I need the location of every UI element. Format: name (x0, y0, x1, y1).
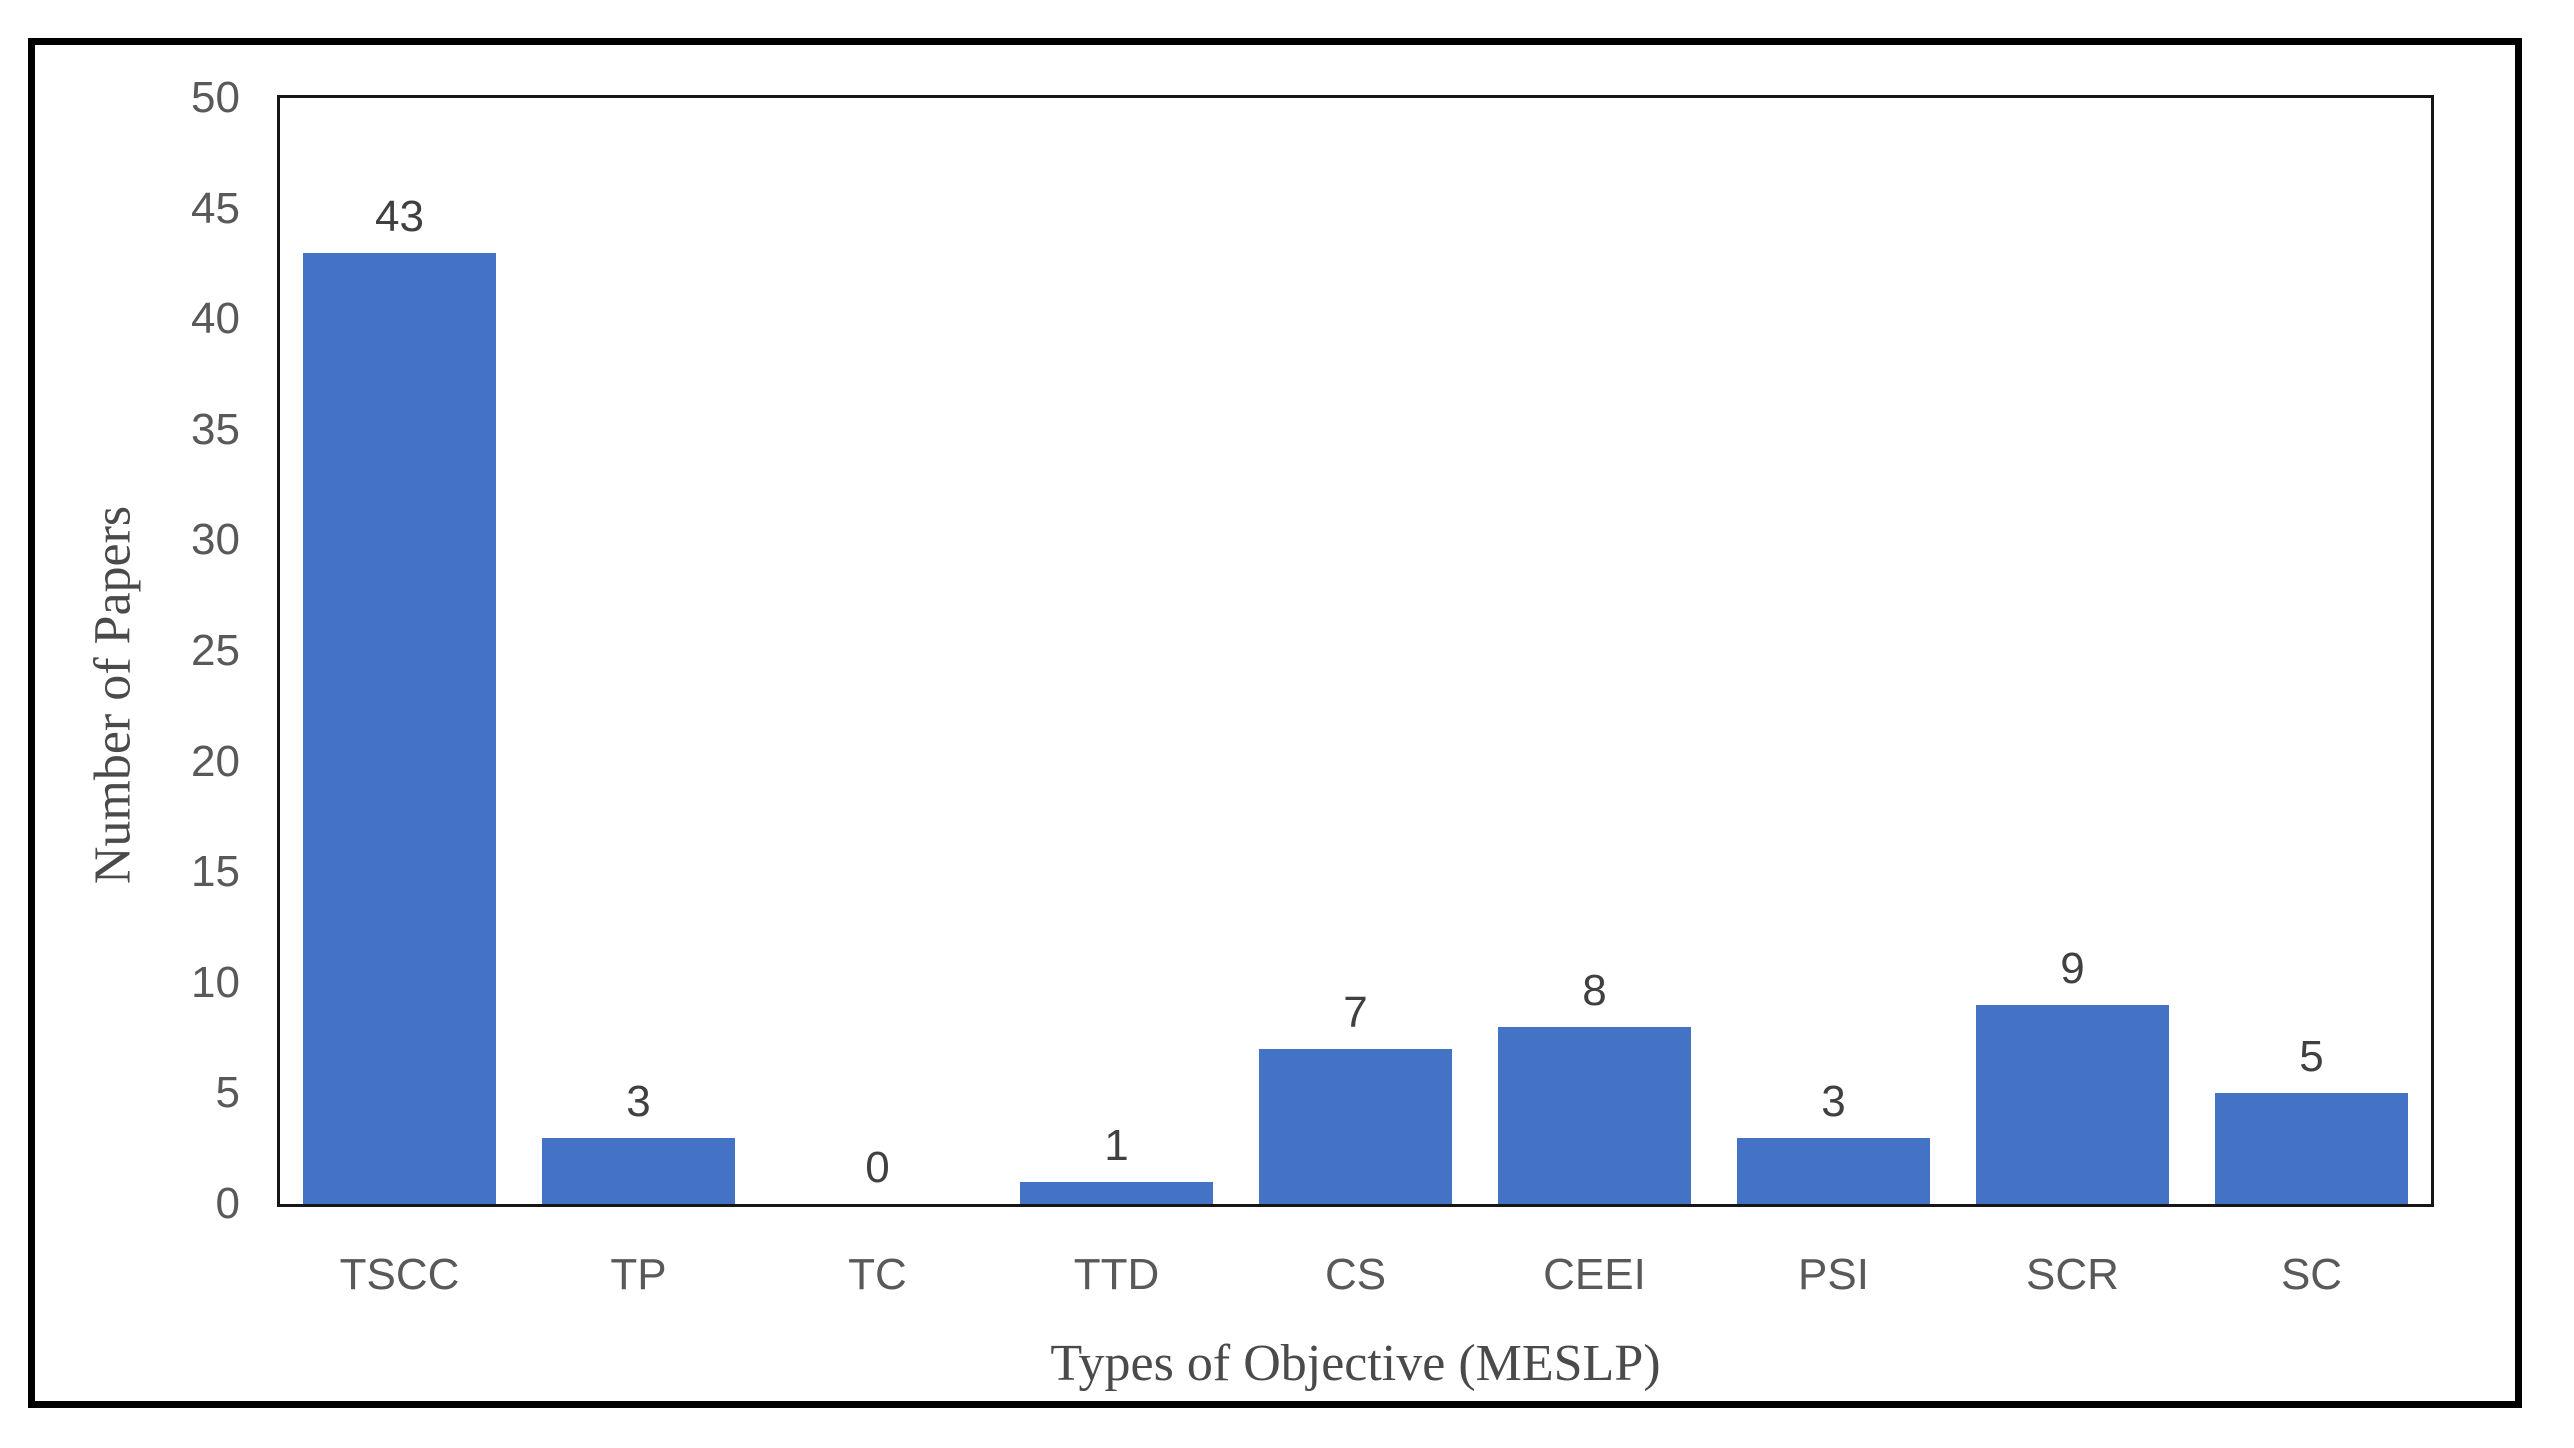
bar-slot-sc: 5 (2192, 98, 2431, 1204)
bar-value-label: 5 (2299, 1032, 2324, 1082)
y-tick-label: 30 (191, 515, 240, 565)
bar-psi (1736, 1137, 1931, 1204)
x-category-label-ceei: CEEI (1543, 1250, 1646, 1299)
bar-slot-ttd: 1 (997, 98, 1236, 1204)
bar-value-label: 7 (1343, 988, 1368, 1038)
bar-slot-tscc: 43 (280, 98, 519, 1204)
y-tick-label: 25 (191, 626, 240, 675)
bar-scr (1975, 1004, 2170, 1204)
bar-value-label: 3 (626, 1076, 651, 1126)
bar-ttd (1019, 1181, 1214, 1204)
bar-tscc (302, 252, 497, 1204)
bar-value-label: 43 (375, 191, 424, 241)
bar-slot-ceei: 8 (1475, 98, 1714, 1204)
y-tick-label: 50 (191, 73, 240, 122)
x-category-label-scr: SCR (2026, 1250, 2119, 1299)
bar-value-label: 8 (1582, 966, 1607, 1016)
y-tick-label: 10 (191, 957, 240, 1007)
y-tick-label: 35 (191, 404, 240, 454)
x-category-label-tc: TC (848, 1250, 907, 1299)
bar-chart: Number of Papers 0 5 10 15 20 25 30 35 40 45 50 43… (35, 45, 2515, 1401)
bar-value-label: 3 (1821, 1076, 1846, 1126)
x-category-label-tscc: TSCC (339, 1250, 460, 1299)
x-category-label-tp: TP (610, 1250, 667, 1299)
bar-slot-psi: 3 (1714, 98, 1953, 1204)
bar-ceei (1497, 1027, 1692, 1204)
bar-sc (2214, 1093, 2409, 1204)
x-category-label-ttd: TTD (1073, 1250, 1160, 1299)
bar-value-label: 0 (865, 1143, 890, 1192)
bar-slot-tc: 0 (758, 98, 997, 1204)
bar-value-label: 1 (1104, 1120, 1129, 1170)
figure-frame: Number of Papers 0 5 10 15 20 25 30 35 40 45 50 43… (28, 38, 2522, 1408)
x-category-label-cs: CS (1324, 1250, 1387, 1299)
y-tick-label: 5 (215, 1068, 240, 1118)
bar-cs (1258, 1049, 1453, 1204)
plot-area: 43 3 0 1 7 8 3 9 5 (277, 95, 2434, 1207)
y-tick-label: 45 (191, 183, 240, 233)
x-axis-category-labels: TSCC TP TC TTD CS CEEI PSI SCR SC (280, 1253, 2431, 1297)
bar-tp (541, 1137, 736, 1204)
bar-value-label: 9 (2060, 943, 2085, 993)
y-tick-label: 15 (191, 847, 240, 897)
x-category-label-sc: SC (2280, 1250, 2343, 1299)
bar-slot-tp: 3 (519, 98, 758, 1204)
y-tick-label: 40 (191, 294, 240, 344)
x-category-label-psi: PSI (1798, 1250, 1869, 1299)
y-axis-tick-labels: 0 5 10 15 20 25 30 35 40 45 50 (35, 76, 240, 1226)
y-tick-label: 0 (215, 1179, 240, 1228)
bar-slot-scr: 9 (1953, 98, 2192, 1204)
x-axis-title: Types of Objective (MESLP) (1050, 1335, 1661, 1392)
y-tick-label: 20 (191, 736, 240, 786)
bar-slot-cs: 7 (1236, 98, 1475, 1204)
